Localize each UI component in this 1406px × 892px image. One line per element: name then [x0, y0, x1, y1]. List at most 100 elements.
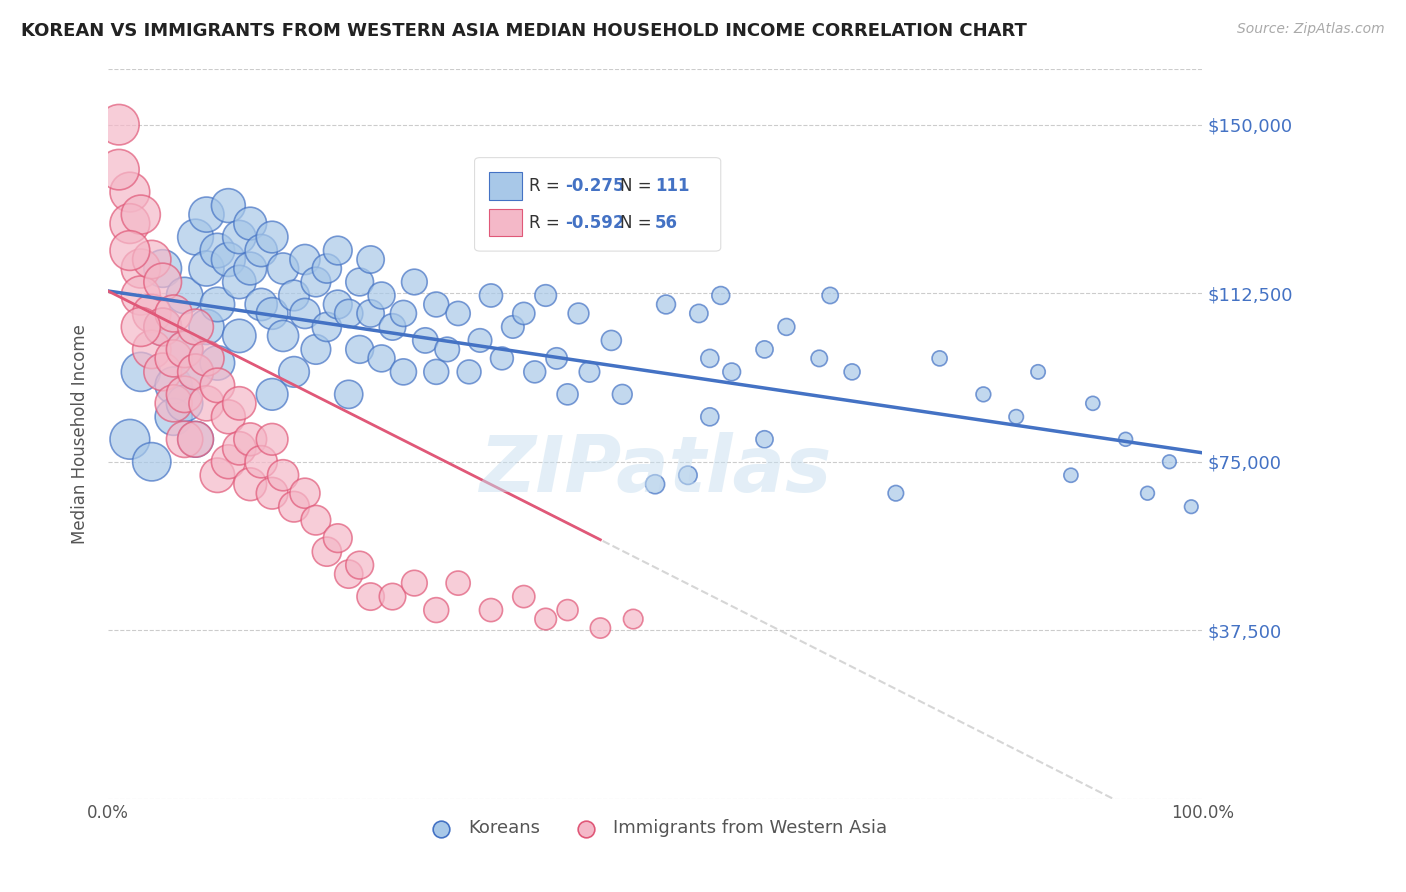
Point [370, 288, 392, 302]
Point [644, 477, 666, 491]
Point [294, 306, 316, 320]
Point [381, 590, 404, 604]
Point [392, 306, 415, 320]
Point [305, 513, 328, 527]
Point [141, 343, 163, 357]
Point [294, 486, 316, 500]
FancyBboxPatch shape [489, 172, 522, 200]
Point [173, 343, 195, 357]
Text: KOREAN VS IMMIGRANTS FROM WESTERN ASIA MEDIAN HOUSEHOLD INCOME CORRELATION CHART: KOREAN VS IMMIGRANTS FROM WESTERN ASIA M… [21, 22, 1026, 40]
Point [818, 288, 841, 302]
Point [1081, 396, 1104, 410]
Point [326, 531, 349, 545]
Point [129, 288, 152, 302]
Point [217, 198, 239, 212]
Point [173, 396, 195, 410]
Point [108, 118, 131, 132]
Point [315, 320, 337, 334]
Point [447, 576, 470, 591]
Text: R =: R = [529, 213, 565, 232]
Point [207, 468, 229, 483]
Point [163, 306, 186, 320]
Point [195, 261, 218, 276]
Point [381, 320, 404, 334]
Point [163, 351, 186, 366]
Point [173, 387, 195, 401]
Point [699, 351, 721, 366]
FancyBboxPatch shape [475, 158, 721, 252]
Point [207, 356, 229, 370]
Point [239, 261, 262, 276]
Point [163, 378, 186, 392]
Point [479, 288, 502, 302]
Point [228, 329, 250, 343]
Point [425, 603, 447, 617]
Point [173, 432, 195, 446]
Point [655, 297, 678, 311]
Point [283, 365, 305, 379]
Point [184, 230, 207, 244]
Point [152, 365, 174, 379]
Point [217, 252, 239, 267]
Point [326, 244, 349, 258]
Point [360, 590, 382, 604]
Point [207, 378, 229, 392]
Point [1115, 432, 1137, 446]
Y-axis label: Median Household Income: Median Household Income [72, 324, 89, 543]
Point [228, 230, 250, 244]
FancyBboxPatch shape [489, 209, 522, 236]
Point [262, 306, 284, 320]
Point [163, 409, 186, 424]
Point [534, 612, 557, 626]
Text: N =: N = [620, 178, 657, 195]
Point [699, 409, 721, 424]
Point [207, 244, 229, 258]
Point [294, 252, 316, 267]
Point [195, 396, 218, 410]
Point [195, 351, 218, 366]
Point [972, 387, 994, 401]
Point [262, 387, 284, 401]
Point [337, 387, 360, 401]
Point [228, 396, 250, 410]
Point [720, 365, 742, 379]
Point [250, 244, 273, 258]
Point [404, 275, 426, 289]
Point [479, 603, 502, 617]
Point [217, 409, 239, 424]
Point [644, 230, 666, 244]
Point [1060, 468, 1083, 483]
Point [425, 297, 447, 311]
Point [163, 396, 186, 410]
Point [250, 297, 273, 311]
Point [326, 297, 349, 311]
Point [217, 455, 239, 469]
Point [262, 486, 284, 500]
Point [513, 590, 536, 604]
Point [600, 334, 623, 348]
Point [250, 455, 273, 469]
Point [415, 334, 437, 348]
Point [262, 432, 284, 446]
Point [239, 217, 262, 231]
Point [589, 621, 612, 635]
Point [118, 217, 141, 231]
Point [315, 261, 337, 276]
Point [1026, 365, 1049, 379]
Point [195, 320, 218, 334]
Point [141, 252, 163, 267]
Point [152, 275, 174, 289]
Point [578, 365, 600, 379]
Point [458, 365, 481, 379]
Point [337, 567, 360, 582]
Point [129, 208, 152, 222]
Point [152, 320, 174, 334]
Point [129, 261, 152, 276]
Point [239, 432, 262, 446]
Point [283, 288, 305, 302]
Point [184, 432, 207, 446]
Point [152, 261, 174, 276]
Point [305, 343, 328, 357]
Point [841, 365, 863, 379]
Point [425, 365, 447, 379]
